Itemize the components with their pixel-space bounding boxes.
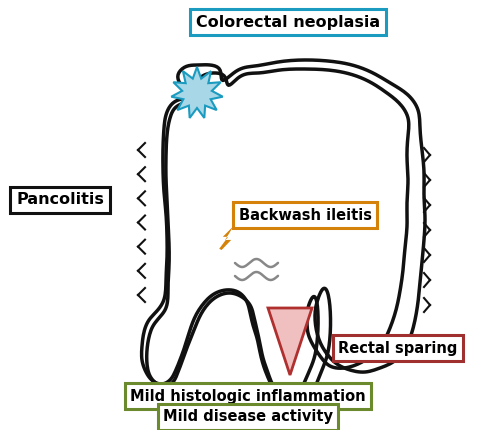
Text: Mild histologic inflammation: Mild histologic inflammation — [130, 388, 366, 403]
Polygon shape — [268, 308, 312, 375]
Text: Colorectal neoplasia: Colorectal neoplasia — [196, 15, 380, 30]
Text: Rectal sparing: Rectal sparing — [338, 341, 458, 356]
Polygon shape — [219, 226, 234, 250]
Text: Pancolitis: Pancolitis — [16, 193, 104, 208]
Text: Mild disease activity: Mild disease activity — [163, 409, 333, 424]
Polygon shape — [172, 67, 223, 118]
Text: Backwash ileitis: Backwash ileitis — [239, 208, 371, 222]
